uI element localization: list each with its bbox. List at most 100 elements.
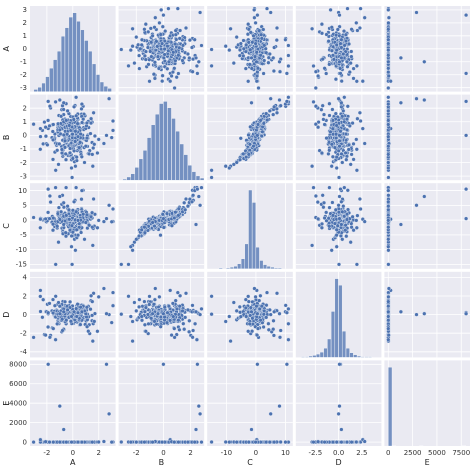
hist-bar [84,40,89,92]
scatter-point [252,7,257,12]
scatter-point [180,58,185,63]
scatter-point [46,310,51,315]
scatter-point [128,48,133,53]
scatter-point [342,214,347,219]
scatter-point [199,306,204,311]
scatter-point [107,96,112,101]
scatter-point [342,43,347,48]
scatter-point [322,66,327,71]
y-tick-label: -10 [16,246,27,254]
scatter-point [328,129,333,134]
scatter-point [176,318,181,323]
scatter-point [386,165,391,171]
scatter-point [313,69,318,74]
scatter-point [319,22,324,27]
scatter-point [90,243,95,248]
scatter-point [386,95,391,100]
scatter-point [246,299,251,304]
scatter-point [199,43,204,48]
scatter-point [249,100,254,105]
scatter-point [38,147,43,152]
scatter-point [422,194,427,199]
scatter-point [237,47,243,53]
scatter-point [339,222,344,227]
scatter-point [249,66,254,71]
scatter-point [327,224,332,229]
scatter-point [170,70,175,75]
scatter-point [464,13,469,18]
scatter-point [191,328,196,333]
panel-A-vs-D [295,6,382,92]
scatter-point [119,47,124,52]
scatter-point [255,73,260,79]
scatter-point [162,47,167,52]
scatter-point [74,155,79,160]
scatter-point [386,118,391,123]
hist-bar [274,267,278,269]
scatter-point [258,53,263,58]
scatter-point [284,99,289,104]
scatter-point [107,203,112,208]
scatter-point [152,224,157,229]
scatter-point [64,213,69,218]
scatter-point [386,175,391,180]
scatter-point [74,95,79,100]
scatter-point [41,297,46,302]
scatter-point [182,200,187,205]
scatter-point [241,46,246,51]
scatter-point [56,205,61,210]
scatter-point [255,326,261,331]
scatter-point [464,71,469,76]
scatter-point [142,225,147,230]
scatter-point [334,244,339,249]
scatter-point [90,152,95,157]
scatter-point [248,47,253,52]
scatter-point [61,309,66,314]
scatter-point [70,262,75,267]
hist-bar [323,348,328,358]
scatter-point [209,175,214,180]
scatter-point [348,61,353,66]
scatter-point [156,66,161,71]
hist-bar [122,178,127,181]
scatter-point [193,55,199,60]
scatter-point [249,309,254,314]
scatter-point [31,335,36,340]
scatter-point [346,41,352,47]
scatter-point [286,63,291,69]
scatter-point [193,222,199,227]
scatter-point [343,32,348,37]
scatter-point [333,111,338,116]
scatter-point [386,248,391,253]
scatter-point [277,335,283,340]
scatter-point [57,311,62,316]
hist-bar [199,177,205,181]
scatter-point [343,150,348,155]
scatter-point [464,133,469,138]
scatter-point [386,122,391,127]
scatter-point [354,137,359,142]
scatter-point [73,139,78,144]
scatter-point [69,314,74,319]
scatter-point [88,307,93,312]
scatter-point [346,142,351,147]
scatter-point [110,303,116,308]
scatter-point [237,157,243,162]
scatter-point [62,138,68,143]
scatter-point [337,144,342,149]
hist-bar [187,165,192,181]
scatter-point [78,322,83,327]
scatter-point [70,132,75,137]
scatter-point [147,302,152,307]
scatter-point [244,314,249,319]
scatter-point [337,138,342,143]
scatter-point [311,63,316,69]
scatter-point [161,311,166,316]
scatter-point [73,164,78,169]
hist-bar [92,63,97,92]
scatter-point [31,122,36,127]
scatter-point [209,47,214,52]
scatter-point [82,237,87,242]
panel-D-vs-B [118,271,205,358]
scatter-point [386,237,391,242]
